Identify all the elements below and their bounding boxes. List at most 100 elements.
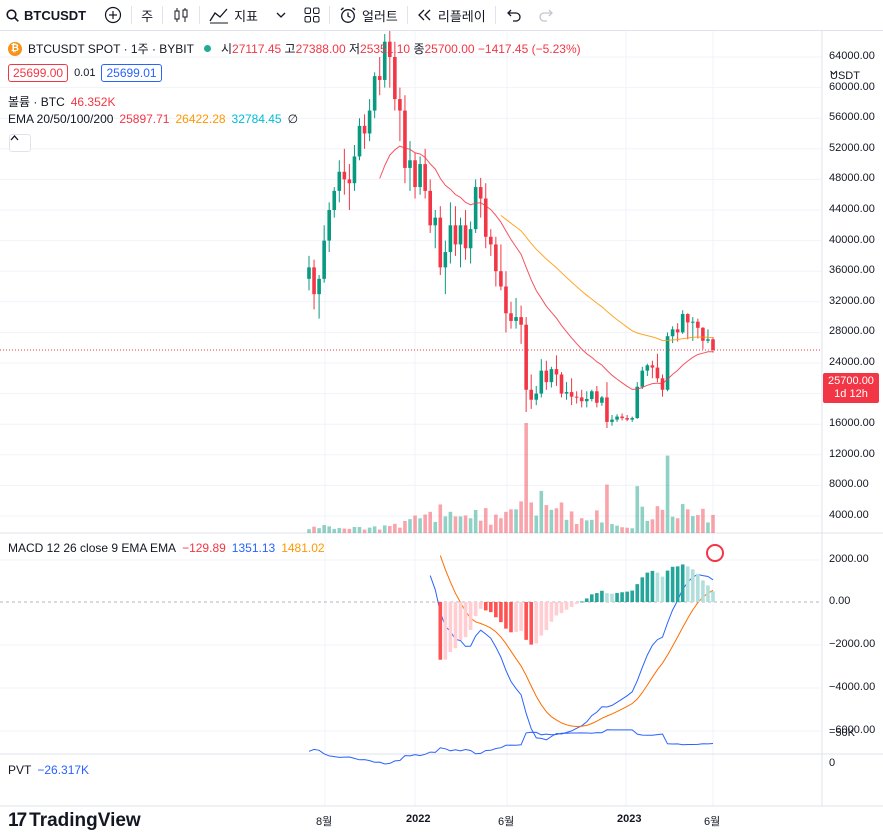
macd-label[interactable]: MACD 12 26 close 9 EMA EMA [8,541,177,555]
candle-body [382,41,387,80]
indicators-button[interactable]: 지표 [200,0,267,31]
macd-line-value: 1351.13 [231,541,276,555]
volume-bar [347,528,352,533]
layout-button[interactable] [295,0,329,31]
candle-body [413,160,417,188]
volume-bar [489,524,493,533]
volume-bar [559,502,564,533]
ema100-value: 32784.45 [231,112,282,126]
buy-price-button[interactable]: 25699.01 [101,64,162,82]
candle-body [514,317,518,321]
templates-dropdown[interactable] [267,0,295,31]
compare-symbol-button[interactable] [95,0,131,31]
macd-histogram-bar [494,602,498,618]
macd-histogram-bar [701,580,705,602]
volume-bar [372,526,377,533]
candles-icon [174,8,188,22]
candle-body [362,125,367,134]
volume-bar [655,506,660,533]
brand-name: TradingView [29,810,141,831]
macd-tick-label: 2000.00 [829,553,869,565]
ema20-value: 25897.71 [119,112,170,126]
pvt-tick-label: −50K [829,727,855,739]
volume-bar [529,502,533,533]
collapse-legend-button[interactable] [9,134,31,152]
chart-type-button[interactable] [163,0,199,31]
symbol-label: BTCUSDT [24,7,87,23]
redo-button[interactable] [530,0,564,31]
volume-bar [569,511,574,533]
macd-histogram-bar [590,594,594,602]
volume-legend: 볼륨 · BTC 46.352K [8,93,115,110]
volume-bar [706,522,710,533]
volume-bar [418,518,422,533]
candle-body [312,267,316,295]
time-tick-label: 2023 [617,813,642,825]
legend-title[interactable]: BTCUSDT SPOT · 1주 · BYBIT [28,42,194,56]
symbol-search-button[interactable]: BTCUSDT [0,0,95,31]
candle-body [433,217,438,226]
volume-bar [463,515,468,533]
tradingview-logo[interactable]: 17 TradingView [8,810,141,832]
volume-bar [534,515,539,533]
volume-label[interactable]: 볼륨 · BTC [8,95,65,109]
volume-bar [327,526,331,533]
volume-bar [307,529,311,533]
candle-body [367,110,372,134]
candle-body [524,324,528,390]
volume-bar [458,516,463,533]
candle-body [645,365,650,371]
volume-value: 46.352K [70,94,116,109]
volume-bar [494,514,498,533]
macd-signal-value: 1481.02 [281,541,325,555]
volume-bar [554,508,559,533]
macd-tick-label: −6000.00 [829,724,876,736]
interval-label: 주 [141,8,154,24]
price-tick-label: 24000.00 [829,356,875,368]
candle-body [635,386,640,419]
volume-bar [433,521,438,533]
macd-signal-line [439,555,714,728]
ema-label[interactable]: EMA 20/50/100/200 [8,112,114,126]
macd-histogram-bar [670,566,675,602]
candle-body [418,164,422,188]
macd-tick-label: 0.00 [829,595,851,607]
volume-bar [483,508,488,533]
macd-histogram-bar [554,602,559,616]
volume-bar [322,525,326,533]
volume-bar [685,509,690,533]
volume-bar [317,528,321,533]
undo-button[interactable] [496,0,530,31]
candle-body [640,370,645,387]
macd-histogram-bar [539,602,544,636]
interval-button[interactable]: 주 [132,0,162,31]
pvt-label[interactable]: PVT [8,763,32,777]
price-tick-label: 28000.00 [829,325,875,338]
open-label: 시 [220,42,233,56]
price-tick-label: 8000.00 [829,478,869,491]
candle-body [620,416,624,419]
currency-selector[interactable]: USDT [830,70,860,82]
replay-button[interactable]: 리플레이 [408,0,495,31]
candle-body [372,76,377,111]
alert-button[interactable]: 얼러트 [330,0,407,31]
candle-body [337,171,342,191]
candle-body [544,370,549,383]
volume-bar [544,505,549,533]
candle-body [691,321,695,323]
chevron-up-icon [10,135,19,141]
chart-canvas[interactable] [0,31,883,835]
pvt-line [308,729,714,765]
volume-bar [600,522,604,533]
macd-histogram-bar [529,602,533,645]
macd-histogram-bar [696,573,700,602]
us-flag-icon[interactable] [706,544,724,562]
volume-bar [443,516,448,533]
chart-area[interactable]: ₿ BTCUSDT SPOT · 1주 · BYBIT 시27117.45 고2… [0,31,883,835]
volume-bar [423,514,427,533]
macd-histogram-bar [600,590,604,602]
sell-price-button[interactable]: 25699.00 [8,64,69,82]
candle-body [590,391,594,399]
volume-bar [408,519,412,533]
close-value: 25700.00 [424,42,475,56]
